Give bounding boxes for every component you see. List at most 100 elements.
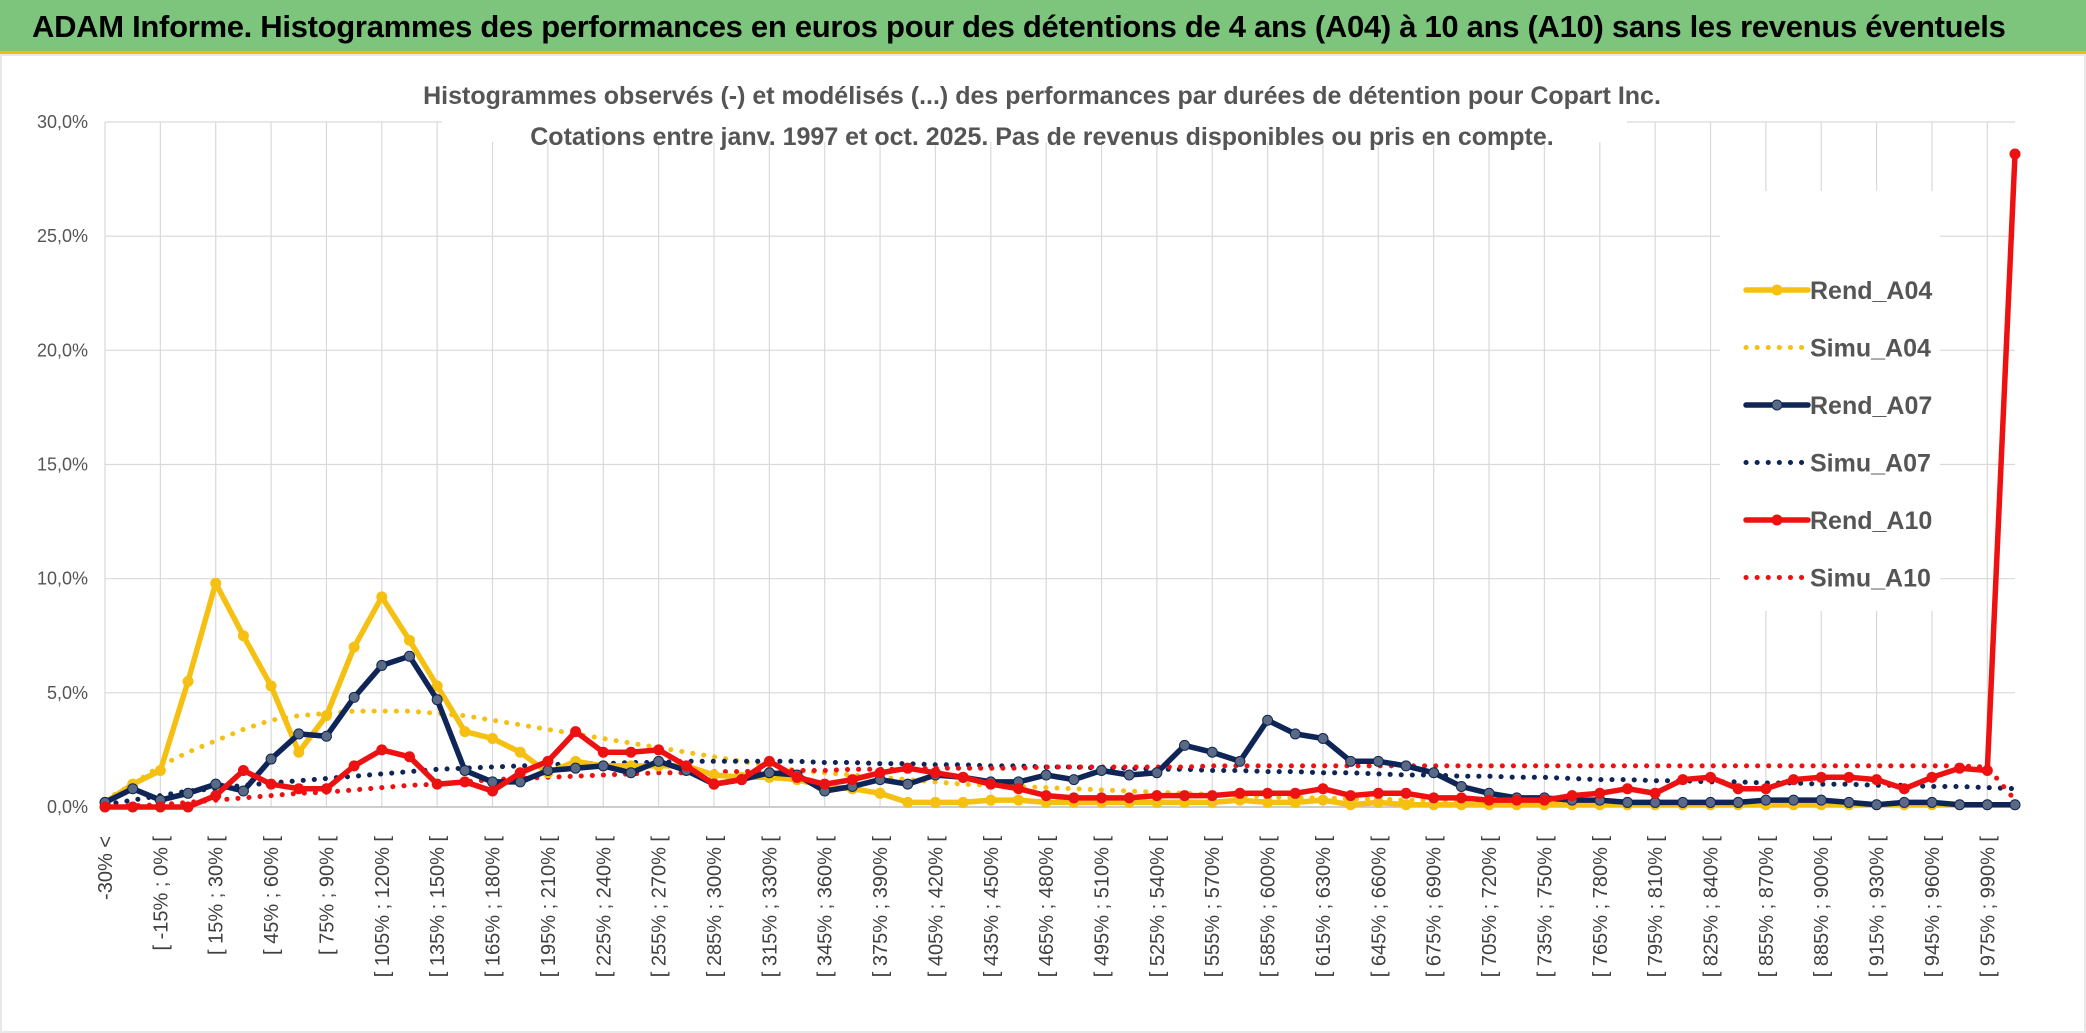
x-tick-label: [ 795% ; 810% [ <box>1645 836 1667 978</box>
legend-item-rend_a04: Rend_A04 <box>1743 277 1932 305</box>
legend-marker <box>1771 514 1783 526</box>
data-point-rend_a10 <box>1068 792 1080 804</box>
legend-marker <box>1771 399 1783 411</box>
data-point-rend_a10 <box>1289 787 1301 799</box>
data-point-rend_a10 <box>1815 771 1827 783</box>
x-tick-label: [ 105% ; 120% [ <box>372 836 394 978</box>
data-point-rend_a07 <box>1123 769 1135 781</box>
data-point-rend_a04 <box>376 591 388 603</box>
x-tick-label: [ 405% ; 420% [ <box>925 836 947 978</box>
legend-marker <box>1771 284 1783 296</box>
y-tick-label: 30,0% <box>37 112 88 132</box>
data-point-rend_a10 <box>431 778 443 790</box>
data-point-rend_a07 <box>1871 799 1883 811</box>
data-point-rend_a10 <box>957 771 969 783</box>
x-tick-label: -30% < <box>95 836 117 900</box>
data-point-rend_a07 <box>1151 767 1163 779</box>
data-point-rend_a07 <box>2009 799 2021 811</box>
data-point-rend_a10 <box>1871 774 1883 786</box>
data-point-rend_a10 <box>680 760 692 772</box>
data-point-rend_a04 <box>1012 794 1024 806</box>
data-point-rend_a07 <box>1732 796 1744 808</box>
x-tick-label: [ 255% ; 270% [ <box>649 836 671 978</box>
x-tick-label: [ 885% ; 900% [ <box>1811 836 1833 978</box>
data-point-rend_a10 <box>1012 783 1024 795</box>
data-point-rend_a07 <box>763 767 775 779</box>
data-point-rend_a07 <box>1289 728 1301 740</box>
x-tick-label: [ 705% ; 720% [ <box>1479 836 1501 978</box>
data-point-rend_a10 <box>902 762 914 774</box>
x-tick-label: [ 915% ; 930% [ <box>1867 836 1889 978</box>
x-tick-label: [ -15% ; 0% [ <box>150 836 172 951</box>
data-point-rend_a07 <box>570 762 582 774</box>
data-point-rend_a04 <box>154 764 166 776</box>
x-tick-label: [ 375% ; 390% [ <box>870 836 892 978</box>
data-point-rend_a10 <box>459 776 471 788</box>
data-point-rend_a10 <box>127 801 139 813</box>
x-axis: -30% < [ -15% ; 0% [[ 15% ; 30% [[ 45% ; … <box>95 806 2015 978</box>
data-point-rend_a07 <box>210 778 222 790</box>
data-point-rend_a10 <box>1898 783 1910 795</box>
y-axis: 0,0% 5,0% 10,0% 15,0% 20,0% 25,0% 30,0% <box>37 112 88 817</box>
data-point-rend_a10 <box>1123 792 1135 804</box>
data-point-rend_a10 <box>819 778 831 790</box>
x-tick-label: [ 225% ; 240% [ <box>593 836 615 978</box>
data-point-rend_a07 <box>1788 794 1800 806</box>
legend-item-rend_a07: Rend_A07 <box>1743 392 1932 420</box>
y-tick-label: 0,0% <box>47 797 88 817</box>
data-point-rend_a07 <box>487 776 499 788</box>
data-point-rend_a04 <box>265 680 277 692</box>
data-point-rend_a10 <box>653 744 665 756</box>
data-point-rend_a04 <box>1262 796 1274 808</box>
data-point-rend_a07 <box>1068 774 1080 786</box>
report-title: ADAM Informe. Histogrammes des performan… <box>32 9 2006 44</box>
data-point-rend_a07 <box>376 659 388 671</box>
data-point-rend_a04 <box>902 796 914 808</box>
data-point-rend_a04 <box>459 726 471 738</box>
data-point-rend_a07 <box>1843 796 1855 808</box>
x-tick-label: [ 135% ; 150% [ <box>427 836 449 978</box>
data-point-rend_a10 <box>376 744 388 756</box>
data-point-rend_a04 <box>431 680 443 692</box>
data-point-rend_a07 <box>653 755 665 767</box>
data-point-rend_a10 <box>763 755 775 767</box>
x-tick-label: [ 75% ; 90% [ <box>316 836 338 955</box>
data-point-rend_a07 <box>1981 799 1993 811</box>
data-point-rend_a04 <box>1289 796 1301 808</box>
data-point-rend_a07 <box>127 783 139 795</box>
x-tick-label: [ 675% ; 690% [ <box>1424 836 1446 978</box>
data-point-rend_a07 <box>1705 796 1717 808</box>
data-point-rend_a10 <box>1206 790 1218 802</box>
title-background <box>442 62 1627 142</box>
y-tick-label: 25,0% <box>37 226 88 246</box>
data-point-rend_a10 <box>182 801 194 813</box>
data-point-rend_a07 <box>1317 733 1329 744</box>
data-point-rend_a10 <box>293 783 305 795</box>
data-point-rend_a07 <box>1677 796 1689 808</box>
data-point-rend_a10 <box>237 764 249 776</box>
series-line-simu_a04 <box>102 708 2018 808</box>
x-tick-label: [ 615% ; 630% [ <box>1313 836 1335 978</box>
data-point-rend_a07 <box>348 691 360 703</box>
data-point-rend_a07 <box>1206 746 1218 758</box>
data-point-rend_a10 <box>1843 771 1855 783</box>
data-point-rend_a04 <box>1317 794 1329 806</box>
data-point-rend_a04 <box>293 746 305 758</box>
y-tick-label: 5,0% <box>47 683 88 703</box>
x-tick-label: [ 495% ; 510% [ <box>1092 836 1114 978</box>
data-point-rend_a07 <box>1400 760 1412 772</box>
data-point-rend_a07 <box>902 778 914 790</box>
data-point-rend_a04 <box>874 787 886 799</box>
data-point-rend_a07 <box>1372 755 1384 767</box>
data-point-rend_a07 <box>1428 767 1440 779</box>
data-point-rend_a07 <box>265 753 277 765</box>
data-point-rend_a10 <box>570 726 582 738</box>
data-point-rend_a10 <box>736 774 748 786</box>
data-point-rend_a10 <box>2009 148 2021 160</box>
chart: 0,0% 5,0% 10,0% 15,0% 20,0% 25,0% 30,0% -30% <… <box>37 62 2021 978</box>
series-layer <box>99 148 2021 813</box>
data-point-rend_a10 <box>1705 771 1717 783</box>
legend-label: Simu_A10 <box>1810 565 1931 593</box>
data-point-rend_a10 <box>1428 792 1440 804</box>
x-tick-label: [ 315% ; 330% [ <box>759 836 781 978</box>
